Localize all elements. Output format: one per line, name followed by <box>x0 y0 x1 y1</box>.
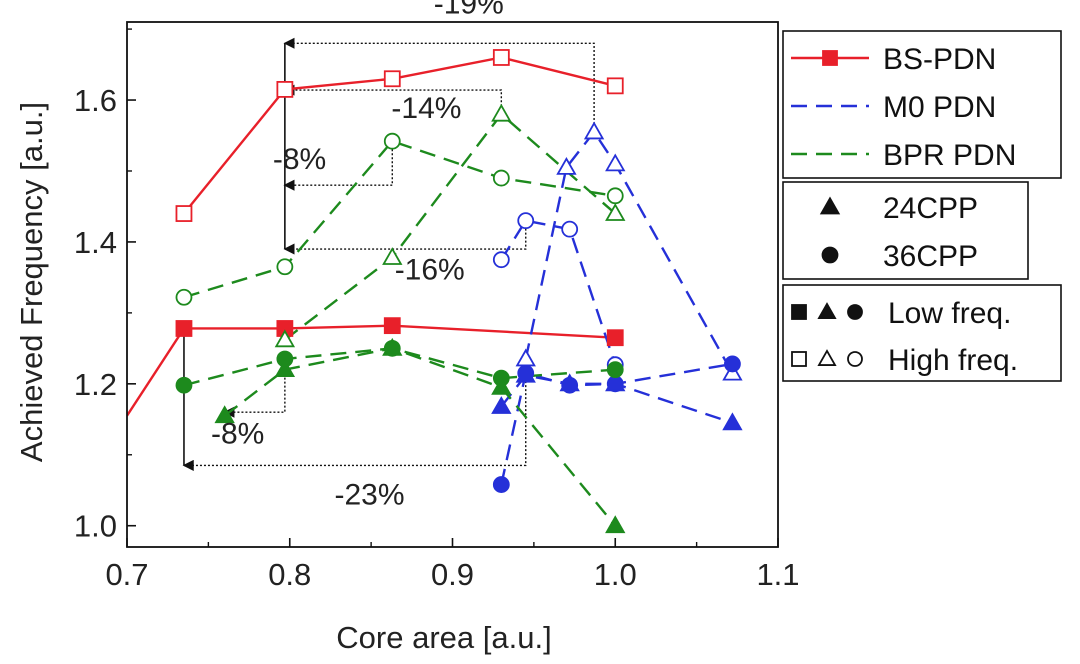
x-tick-label: 1.0 <box>594 557 637 592</box>
legend-label: M0 PDN <box>883 91 996 124</box>
percent-annotation: -8% <box>211 417 264 450</box>
bracket-arrow <box>283 37 595 132</box>
percent-annotation: -16% <box>395 254 465 287</box>
y-tick-label: 1.6 <box>74 83 117 118</box>
data-point-bpr-pdn <box>382 247 403 265</box>
data-point-bs-pdn <box>383 70 401 88</box>
percent-annotation: -14% <box>391 92 461 125</box>
legend-fill-sample <box>817 302 837 319</box>
legend-fill-sample <box>817 349 837 366</box>
data-point-bpr-pdn <box>491 103 512 122</box>
data-point-bpr-pdn <box>274 359 296 378</box>
data-point-m0-pdn <box>492 476 510 493</box>
series-lines <box>127 56 734 527</box>
x-tick-label: 0.7 <box>105 557 148 592</box>
data-point-bpr-pdn <box>606 361 624 379</box>
data-point-m0-pdn <box>492 251 510 269</box>
y-tick-label: 1.4 <box>74 225 117 260</box>
data-point-m0-pdn <box>722 412 743 431</box>
data-point-bs-pdn <box>276 80 294 98</box>
plot-area: 0.7 0.8 0.9 1.0 1.1 1.0 1.2 1.4 1.6 -19% -14% -8% -1… <box>74 0 800 592</box>
legend-label: High freq. <box>888 344 1018 377</box>
legend-fill-sample <box>847 304 863 320</box>
data-point-bpr-pdn <box>606 187 624 205</box>
data-point-m0-pdn <box>515 364 536 383</box>
legend-marker-sample <box>822 50 838 66</box>
series-line-m0-pdn <box>524 129 734 374</box>
data-point-bpr-pdn <box>214 405 235 424</box>
legend-fill-sample <box>791 351 807 367</box>
data-point-m0-pdn <box>724 355 741 373</box>
data-point-bs-pdn <box>383 317 401 335</box>
data-point-bpr-pdn <box>383 132 401 150</box>
percent-annotation: -8% <box>273 143 326 176</box>
series-line-bs-pdn <box>127 324 616 417</box>
data-point-m0-pdn <box>491 396 512 414</box>
percent-annotation: -23% <box>334 478 404 511</box>
y-axis-title: Achieved Frequency [a.u.] <box>14 102 49 462</box>
legend-label: 24CPP <box>883 192 978 225</box>
data-point-m0-pdn <box>556 157 577 175</box>
data-point-m0-pdn <box>517 212 535 230</box>
bracket-arrow <box>182 373 527 472</box>
y-tick-label: 1.0 <box>74 509 117 544</box>
data-point-bs-pdn <box>492 49 510 66</box>
legend-shape-sample <box>819 196 841 215</box>
data-point-bs-pdn <box>175 205 193 222</box>
data-point-bpr-pdn <box>605 515 626 534</box>
axes: 0.7 0.8 0.9 1.0 1.1 1.0 1.2 1.4 1.6 -19% -14% -8% -1… <box>74 0 800 592</box>
data-point-m0-pdn <box>515 348 536 367</box>
x-axis-title: Core area [a.u.] <box>336 620 551 655</box>
y-tick-label: 1.2 <box>74 367 117 402</box>
legend-shape-sample <box>821 246 839 264</box>
data-point-m0-pdn <box>605 153 626 172</box>
data-point-bpr-pdn <box>491 376 512 395</box>
series-markers <box>175 49 743 534</box>
data-point-m0-pdn <box>583 121 605 140</box>
x-tick-label: 0.9 <box>431 557 474 592</box>
series-line-m0-pdn <box>500 219 617 366</box>
legend-fill-sample <box>791 304 807 320</box>
x-tick-label: 0.8 <box>268 557 311 592</box>
legend-label: 36CPP <box>883 240 978 273</box>
data-point-m0-pdn <box>605 373 626 392</box>
x-tick-label: 1.1 <box>756 557 799 592</box>
data-point-bpr-pdn <box>274 329 296 348</box>
data-point-m0-pdn <box>559 373 580 392</box>
legend-box-cpp <box>782 181 1029 280</box>
legend: BS-PDN M0 PDN BPR PDN 24CPP 36CPP Low freq. Hi… <box>782 30 1062 382</box>
data-point-bpr-pdn <box>605 203 626 221</box>
data-point-bs-pdn <box>606 329 624 347</box>
bracket-arrow <box>283 220 527 255</box>
annotation-brackets <box>182 37 595 472</box>
percent-annotation: -19% <box>434 0 504 20</box>
data-point-bpr-pdn <box>175 376 193 394</box>
data-point-bpr-pdn <box>175 288 193 306</box>
legend-fill-sample <box>847 351 863 367</box>
data-point-bpr-pdn <box>276 258 294 276</box>
legend-label: Low freq. <box>888 297 1011 330</box>
data-point-m0-pdn <box>561 220 579 238</box>
series-line-bpr-pdn <box>284 112 617 341</box>
data-point-bs-pdn <box>175 320 193 337</box>
legend-label: BS-PDN <box>883 43 996 76</box>
legend-label: BPR PDN <box>883 139 1016 172</box>
data-point-bpr-pdn <box>382 337 403 356</box>
data-point-bs-pdn <box>606 77 624 95</box>
data-point-bpr-pdn <box>492 169 510 187</box>
